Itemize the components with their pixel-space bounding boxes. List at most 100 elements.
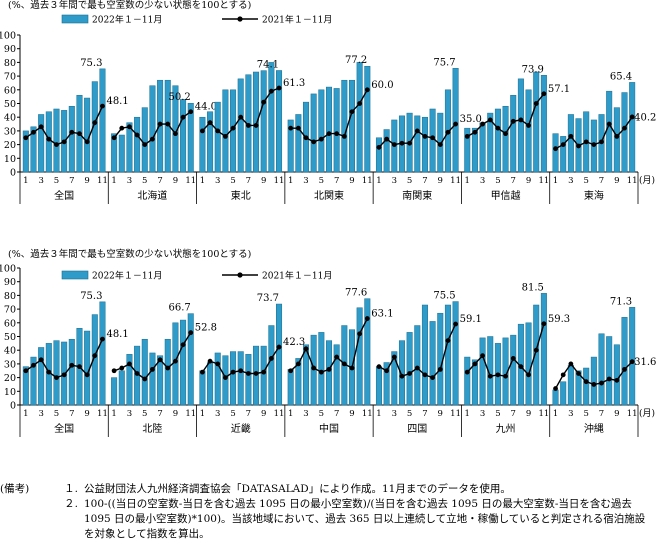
bar [552,133,559,173]
line-point [31,362,36,368]
month-tick-label: 11 [185,409,196,419]
line-point [295,125,301,131]
line-point [576,371,581,376]
legend-entry: 2021年１－11月 [262,14,332,26]
line-point [599,380,604,386]
bar [164,338,171,406]
line-point [614,133,620,139]
month-tick-label: 7 [422,176,427,186]
month-tick-label: 1 [111,176,116,186]
month-tick-label: 5 [142,409,147,419]
bar-value-label: 75.3 [80,291,102,302]
line-point [533,347,539,353]
line-point [414,128,420,134]
bar [325,86,333,173]
month-tick-label: 9 [261,176,266,186]
line-point [407,371,413,376]
bar [621,317,628,406]
bar [318,89,325,173]
bar [452,301,459,406]
bar [126,122,133,173]
line-point [238,114,244,120]
month-tick-label: 1 [200,176,205,186]
line-value-label: 31.6 [634,357,656,368]
month-tick-label: 9 [84,409,89,419]
bar [99,68,106,173]
line-point [200,128,205,134]
month-tick-label: 5 [319,409,324,419]
line-point [553,146,558,152]
line-point [142,142,148,148]
bar [567,365,574,406]
bar [421,116,428,173]
note-text: 公益財団法人九州経済調査協会「DATASALAD」により作成。11月までのデータ… [84,483,511,495]
bar [53,340,60,406]
month-tick-label: 5 [495,176,500,186]
line-value-label: 52.8 [195,323,217,334]
line-point [92,120,98,126]
line-point [357,101,363,106]
month-tick-label: 3 [568,176,573,186]
line-point [518,117,524,123]
region-label: 全国 [54,422,74,435]
month-tick-label: 7 [246,409,251,419]
line-point [134,132,140,138]
bar [118,134,125,173]
bar-value-label: 75.3 [80,58,102,69]
month-tick-label: 3 [568,409,573,419]
month-tick-label: 5 [407,409,412,419]
line-point [326,366,332,372]
line-point [215,361,221,367]
legend-entry: 2022年１－11月 [92,14,162,26]
line-point [414,365,420,371]
month-tick-label: 9 [349,176,354,186]
notes-label: (備考) [0,483,30,495]
month-tick-label: 1 [553,409,558,419]
bar [414,325,421,406]
line-value-label: 59.1 [460,314,482,325]
bar [383,362,390,406]
line-point [127,361,132,367]
note-row-2: ２. 100-((当日の空室数-当日を含む過去 1095 日の最小空室数)/(当… [0,497,657,542]
bar [540,293,547,406]
line-point [207,120,213,126]
month-tick-label: 3 [392,409,397,419]
line-point [376,364,382,370]
bar [141,338,148,406]
line-point [599,139,604,145]
month-tick-label: 5 [230,176,235,186]
line-point [553,386,558,391]
line-point [23,135,29,141]
legend-entry: 2021年１－11月 [262,270,332,282]
line-point [38,124,44,130]
line-point [31,129,36,135]
line-point [472,361,478,367]
bar [260,345,267,406]
line-point [495,125,501,131]
line-point [245,371,251,376]
note-number: ２. [64,498,78,510]
line-point [495,372,501,378]
line-point [326,131,332,137]
line-point [422,133,428,139]
bar [540,75,547,173]
month-tick-label: 9 [349,409,354,419]
bar [479,122,486,173]
month-tick-label: 3 [127,409,132,419]
region-label: 四国 [407,423,427,435]
bar [560,381,567,406]
y-tick-label: 80 [4,291,16,302]
line-value-label: 42.3 [283,337,305,348]
line-point [384,368,390,374]
line-point [591,382,597,387]
month-tick-label: 5 [142,176,147,186]
bar [268,62,275,173]
line-point [46,369,52,375]
bar [207,111,214,173]
month-tick-label: 3 [215,176,220,186]
bar [590,356,597,406]
month-tick-label: 1 [200,409,205,419]
bar [552,389,559,406]
bar [471,359,478,406]
y-tick-label: 70 [4,305,16,316]
